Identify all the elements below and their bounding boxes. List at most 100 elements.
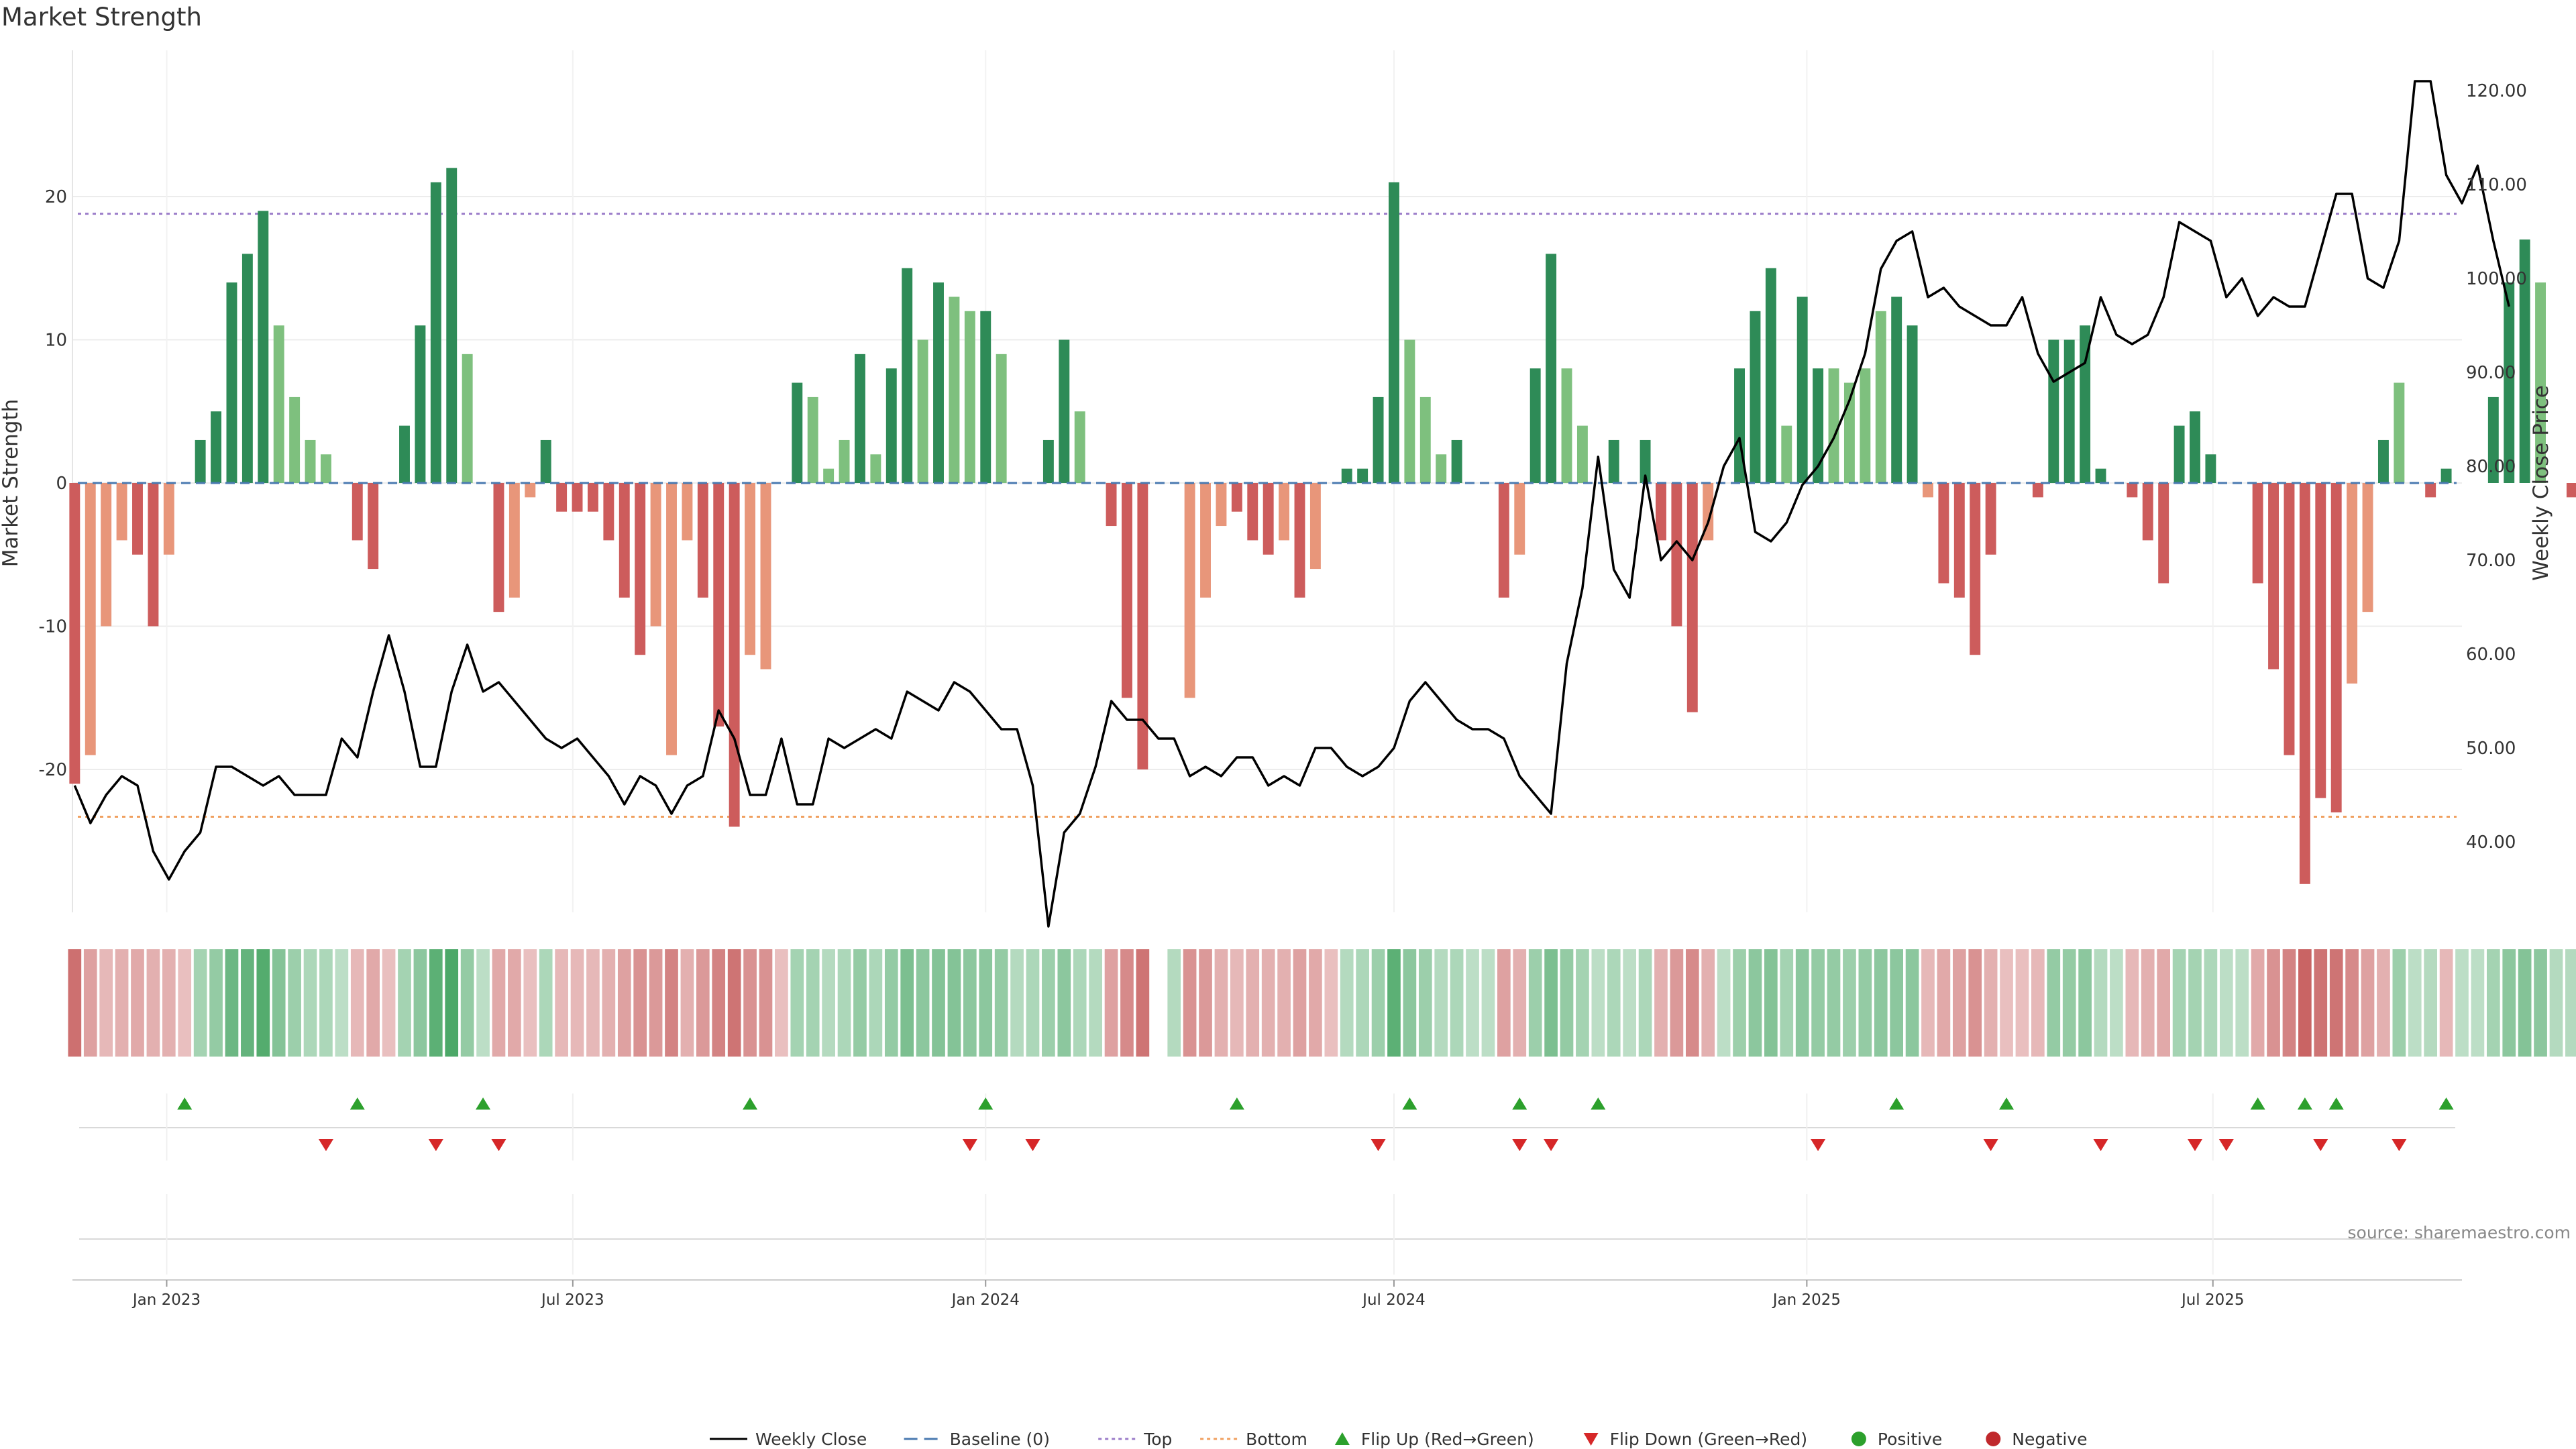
strength-bar [1294,483,1305,598]
heatmap-cell [947,949,961,1057]
heatmap-cell [1858,949,1872,1057]
flip-down-marker [2313,1139,2328,1151]
heatmap-cell [1230,949,1244,1057]
heatmap-cell [1780,949,1794,1057]
strength-bar [1263,483,1274,555]
strength-bar [101,483,112,627]
price-line-group [73,80,2510,928]
strength-bar [2330,483,2342,813]
heatmap-cell [633,949,647,1057]
strength-bar [2252,483,2263,584]
weekly-close-line [73,80,2510,928]
heatmap-cell [241,949,254,1057]
legend-label: Baseline (0) [950,1430,1050,1449]
strength-bar [525,483,536,498]
heatmap-cell [99,949,113,1057]
strength-bar [540,439,551,483]
reference-lines [78,213,2457,818]
strength-bar [1514,483,1525,555]
heatmap-cell [994,949,1008,1057]
right-tick-label: 100.00 [2466,269,2527,289]
heatmap-cell [1120,949,1134,1057]
strength-bar [885,368,897,483]
strength-bar [2142,483,2153,541]
legend-swatch [1851,1432,1866,1446]
heatmap-cell [2094,949,2108,1057]
heatmap-cell [1057,949,1071,1057]
heatmap-cell [445,949,459,1057]
heatmap-cell [1528,949,1542,1057]
strength-bar [1137,483,1148,769]
heatmap-cell [1811,949,1825,1057]
flip-markers [79,1093,2455,1275]
strength-bar [729,483,740,827]
heatmap-cell [2486,949,2500,1057]
heatmap-cell [2392,949,2406,1057]
heatmap-cell [429,949,443,1057]
heatmap-cell [1685,949,1699,1057]
strength-bar [1781,425,1792,483]
heatmap-cell [1356,949,1369,1057]
heatmap-cell [2534,949,2547,1057]
strength-bar [1341,468,1352,483]
heatmap-cell [2424,949,2438,1057]
heatmap-cell [1654,949,1668,1057]
heatmap-cell [586,949,600,1057]
strength-bar [587,483,598,512]
legend-item: Positive [1851,1430,1942,1449]
strength-bar [1106,483,1117,527]
heatmap-cell [617,949,631,1057]
heatmap-cell [1167,949,1181,1057]
flip-down-marker [318,1139,333,1151]
strength-bar [2063,339,2075,483]
strength-bar [1279,483,1290,541]
heatmap-cell [2157,949,2171,1057]
strength-bar [132,483,143,555]
heatmap-cell [178,949,192,1057]
heatmap-cell [523,949,537,1057]
heatmap-cell [602,949,616,1057]
strength-bar [1184,483,1195,698]
strength-bar [745,483,756,655]
strength-bar [305,439,316,483]
heatmap-cell [1497,949,1511,1057]
flip-up-marker [978,1097,994,1110]
heatmap-cell [1968,949,1982,1057]
heatmap-cell [335,949,349,1057]
legend-swatch [1583,1433,1599,1446]
source-note: source: sharemaestro.com [2348,1223,2571,1242]
strength-bar [1875,311,1886,483]
strength-bar [792,382,803,483]
heatmap-cell [1277,949,1291,1057]
strength-bar [2519,239,2530,483]
right-tick-label: 110.00 [2466,175,2527,195]
heatmap-cell [1403,949,1417,1057]
heatmap-cell [476,949,490,1057]
heatmap-cell [1246,949,1260,1057]
heatmap-cell [1733,949,1746,1057]
strength-bar [1389,182,1399,483]
strength-bar [2268,483,2279,669]
strength-bar [1436,454,1447,483]
heatmap-cell [1340,949,1354,1057]
heatmap-cell [2298,949,2312,1057]
strength-bar [1750,311,1761,483]
flip-down-marker [491,1139,506,1151]
legend-label: Negative [2012,1430,2087,1449]
strength-bar [1200,483,1211,598]
strength-bar [2174,425,2185,483]
strength-heatmap [68,949,2576,1057]
x-tick-label: Jan 2025 [1772,1291,1841,1309]
heatmap-cell [649,949,663,1057]
heatmap-cell [853,949,867,1057]
legend-swatch [1334,1432,1350,1445]
heatmap-cell [1827,949,1841,1057]
strength-bar [493,483,504,612]
heatmap-cell [225,949,239,1057]
heatmap-cell [1199,949,1212,1057]
strength-bar [1419,396,1431,483]
legend-swatch [1986,1432,2001,1446]
heatmap-cell [1795,949,1809,1057]
strength-bar [1546,254,1557,483]
